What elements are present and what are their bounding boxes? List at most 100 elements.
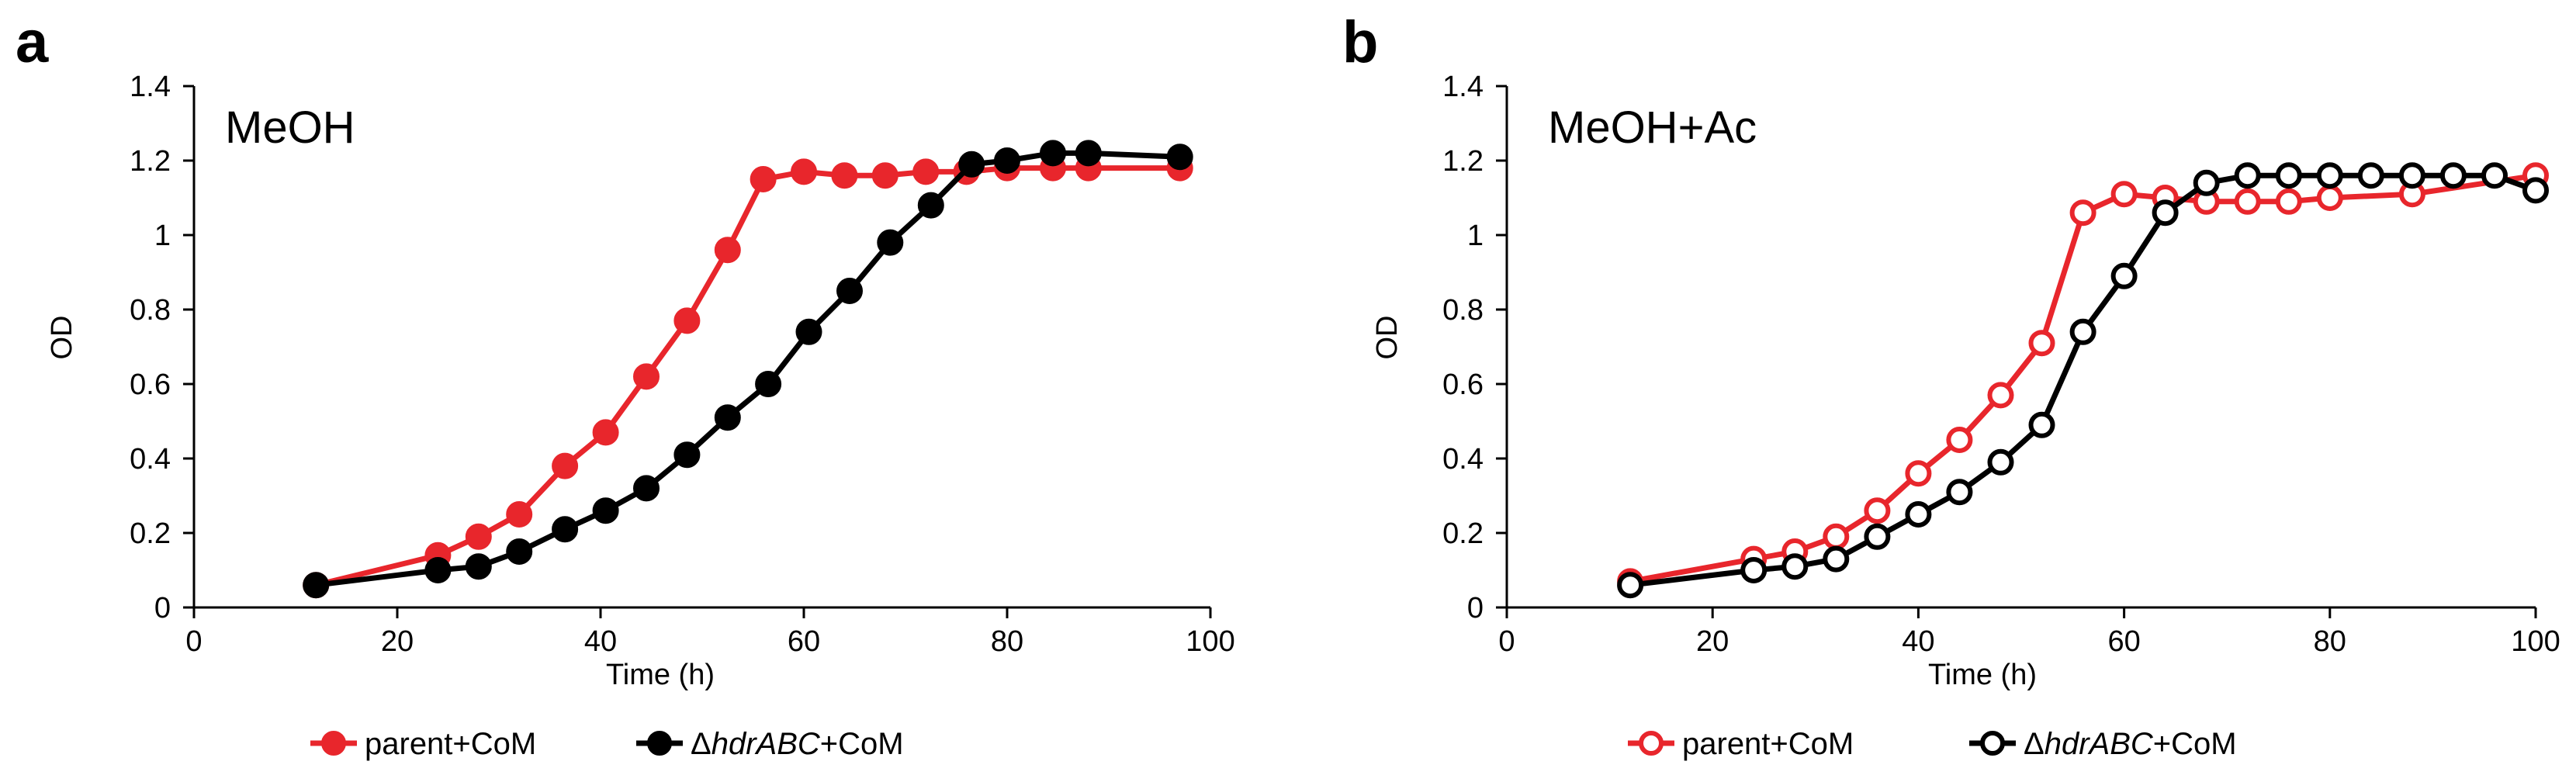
y-tick-label: 1.2 bbox=[1442, 145, 1484, 178]
data-point bbox=[592, 497, 619, 524]
data-point bbox=[303, 572, 330, 599]
legend-label-prefix: Δ bbox=[2024, 727, 2045, 761]
y-tick-label: 0.8 bbox=[130, 294, 171, 327]
legend-marker bbox=[1980, 731, 2005, 756]
data-point bbox=[750, 166, 777, 192]
data-point bbox=[2069, 318, 2096, 345]
data-point bbox=[1040, 140, 1066, 167]
series-parent bbox=[303, 154, 1193, 599]
data-point bbox=[506, 501, 533, 528]
panel-b-legend: parent+CoM ΔhdrABC+CoM bbox=[1628, 727, 2237, 761]
data-point bbox=[1166, 144, 1193, 171]
data-point bbox=[552, 516, 579, 543]
data-point bbox=[552, 452, 579, 479]
data-point bbox=[592, 419, 619, 446]
y-tick-label: 1.4 bbox=[130, 71, 171, 103]
data-point bbox=[1740, 557, 1768, 583]
data-point bbox=[2439, 162, 2467, 189]
data-point bbox=[791, 158, 817, 185]
data-point bbox=[714, 404, 741, 431]
data-point bbox=[2110, 181, 2138, 208]
legend-label-suffix: +CoM bbox=[2153, 727, 2237, 761]
data-point bbox=[2028, 411, 2055, 438]
data-point bbox=[1905, 501, 1932, 528]
legend-label-suffix: parent+CoM bbox=[365, 727, 536, 761]
legend-marker bbox=[1639, 731, 1664, 756]
legend-label: ΔhdrABC+CoM bbox=[2024, 727, 2237, 761]
data-point bbox=[1864, 523, 1891, 550]
data-point bbox=[673, 307, 701, 334]
y-tick-label: 0.6 bbox=[1442, 369, 1484, 401]
data-point bbox=[994, 147, 1020, 174]
legend-label-gene: hdrABC bbox=[712, 727, 821, 761]
data-point bbox=[871, 162, 898, 189]
y-tick-label: 0.6 bbox=[130, 369, 171, 401]
data-point bbox=[755, 371, 782, 397]
data-point bbox=[2193, 169, 2220, 196]
data-point bbox=[2110, 262, 2138, 289]
data-point bbox=[1823, 523, 1850, 550]
data-point bbox=[506, 538, 533, 565]
y-tick-label: 1 bbox=[1467, 220, 1484, 252]
data-point bbox=[795, 318, 822, 345]
data-point bbox=[465, 523, 492, 550]
data-point bbox=[2234, 162, 2261, 189]
y-tick-label: 0.4 bbox=[1442, 443, 1484, 476]
panel-b: b OD Time (h) MeOH+Ac 0 20 40 60 80 100 0 0.2 0.… bbox=[1342, 9, 2560, 761]
data-point bbox=[1781, 553, 1809, 580]
data-point bbox=[2522, 177, 2549, 204]
x-tick-label: 80 bbox=[2314, 625, 2346, 658]
legend-label-prefix: Δ bbox=[691, 727, 712, 761]
data-point bbox=[836, 278, 863, 304]
series-hdrabc bbox=[1617, 162, 2549, 599]
data-point bbox=[424, 557, 452, 583]
x-tick-label: 0 bbox=[1498, 625, 1515, 658]
data-point bbox=[2234, 188, 2261, 215]
x-tick-label: 40 bbox=[584, 625, 617, 658]
legend-label: parent+CoM bbox=[1682, 727, 1854, 761]
data-point bbox=[1617, 572, 1644, 599]
x-tick-label: 60 bbox=[788, 625, 820, 658]
data-point bbox=[2357, 162, 2384, 189]
series-line bbox=[1629, 172, 2536, 584]
data-point bbox=[673, 441, 701, 469]
series-line bbox=[1629, 172, 2537, 588]
legend-marker bbox=[321, 731, 346, 756]
data-point bbox=[2275, 162, 2302, 189]
x-tick-label: 100 bbox=[2511, 625, 2560, 658]
y-tick-label: 0.4 bbox=[130, 443, 171, 476]
legend-item: ΔhdrABC+CoM bbox=[636, 727, 904, 761]
data-point bbox=[1946, 479, 1973, 506]
panel-b-ylabel: OD bbox=[1371, 316, 1404, 360]
data-point bbox=[465, 553, 492, 580]
y-tick-label: 0 bbox=[1467, 592, 1484, 625]
panel-b-ticks: 0 20 40 60 80 100 0 0.2 0.4 0.6 0.8 1 1.2 1.4 bbox=[1442, 71, 2560, 658]
x-tick-label: 100 bbox=[1186, 625, 1234, 658]
panel-b-annotation: MeOH+Ac bbox=[1548, 102, 1757, 153]
panel-a-axes bbox=[192, 86, 1210, 609]
data-point bbox=[877, 229, 904, 256]
legend-label-suffix: parent+CoM bbox=[1682, 727, 1854, 761]
data-point bbox=[1864, 497, 1891, 524]
data-point bbox=[1823, 545, 1850, 573]
data-point bbox=[912, 158, 940, 185]
legend-label: parent+CoM bbox=[365, 727, 536, 761]
legend-label: ΔhdrABC+CoM bbox=[691, 727, 904, 761]
legend-item: parent+CoM bbox=[1628, 727, 1854, 761]
series-parent bbox=[1617, 162, 2549, 595]
series-line bbox=[315, 165, 1180, 588]
y-tick-label: 0.8 bbox=[1442, 294, 1484, 327]
panel-b-xlabel: Time (h) bbox=[1928, 659, 2037, 691]
panel-b-axes bbox=[1505, 86, 2536, 609]
panel-a-xlabel: Time (h) bbox=[606, 659, 715, 691]
data-point bbox=[958, 151, 985, 178]
y-tick-label: 1.2 bbox=[130, 145, 171, 178]
panel-a-annotation: MeOH bbox=[225, 102, 355, 153]
panel-a-ylabel: OD bbox=[46, 316, 78, 360]
y-tick-label: 0 bbox=[154, 592, 171, 625]
x-tick-label: 20 bbox=[1696, 625, 1729, 658]
data-point bbox=[917, 192, 944, 219]
panel-b-letter: b bbox=[1342, 9, 1378, 75]
data-point bbox=[2275, 188, 2302, 215]
